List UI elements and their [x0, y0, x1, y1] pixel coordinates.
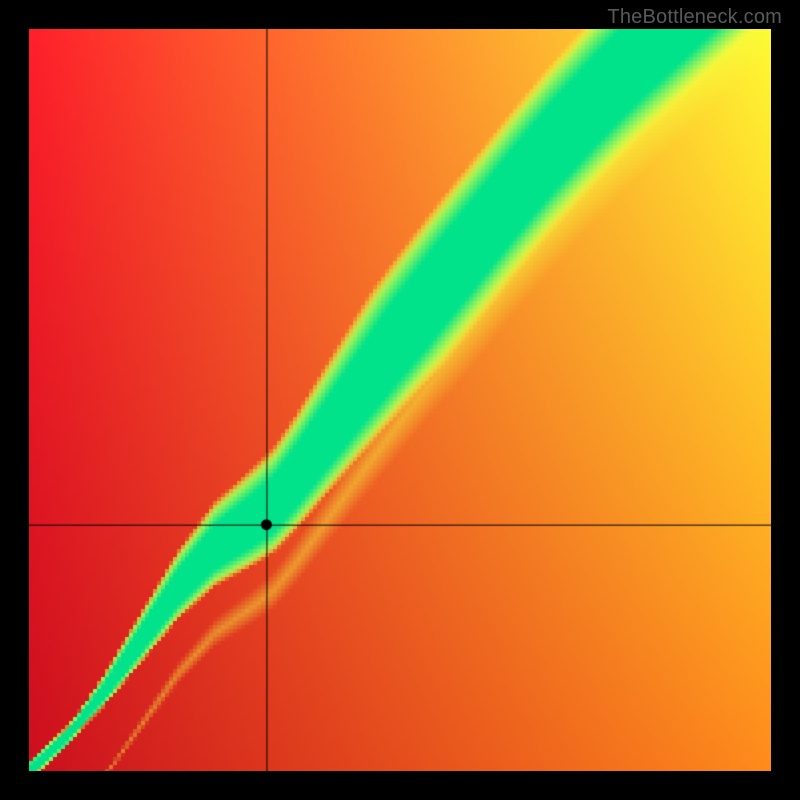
watermark-text: TheBottleneck.com	[607, 6, 782, 29]
chart-container: TheBottleneck.com	[0, 0, 800, 800]
bottleneck-heatmap	[29, 29, 771, 771]
